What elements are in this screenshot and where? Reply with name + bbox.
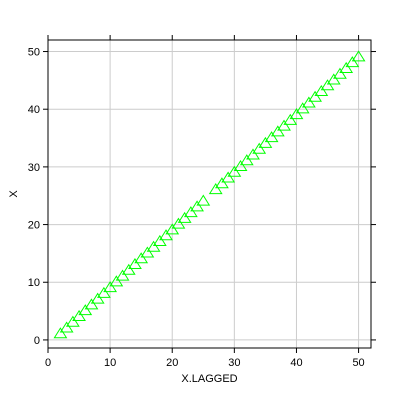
- data-point: [252, 142, 267, 154]
- y-tick-label: 30: [28, 162, 40, 174]
- data-point: [59, 321, 74, 333]
- x-tick-label: 30: [228, 357, 240, 369]
- data-point: [65, 315, 80, 327]
- data-point: [246, 148, 260, 160]
- data-point: [115, 269, 130, 281]
- data-point: [301, 96, 316, 108]
- data-point: [258, 136, 273, 148]
- data-point: [90, 292, 105, 304]
- data-point: [109, 275, 124, 287]
- data-points: [53, 50, 366, 339]
- data-point: [196, 194, 211, 206]
- data-point: [308, 90, 322, 102]
- data-point: [128, 258, 142, 270]
- x-axis-title: X.LAGGED: [181, 373, 237, 385]
- axis-ticks: 0 10 20 30 40 50 0 10 20 30 40 50: [28, 35, 376, 369]
- data-point: [289, 108, 304, 120]
- y-tick-label: 10: [28, 277, 40, 289]
- data-point: [84, 298, 99, 310]
- data-point: [326, 73, 341, 85]
- data-point: [152, 234, 167, 246]
- data-point: [351, 50, 366, 62]
- data-point: [208, 183, 223, 195]
- data-point: [314, 84, 329, 97]
- data-point: [134, 252, 149, 264]
- data-point: [295, 102, 310, 114]
- x-tick-label: 40: [290, 357, 302, 369]
- data-point: [103, 281, 118, 293]
- data-point: [177, 211, 192, 223]
- data-point: [72, 309, 86, 321]
- data-point: [215, 177, 229, 189]
- x-tick-label: 20: [166, 357, 178, 369]
- data-point: [165, 223, 180, 235]
- plot-frame: [47, 39, 372, 349]
- data-point: [146, 240, 161, 252]
- grid-lines: [47, 40, 371, 348]
- data-point: [227, 165, 242, 177]
- data-point: [345, 56, 360, 68]
- data-point: [78, 304, 93, 316]
- data-point: [159, 229, 173, 241]
- y-tick-label: 40: [28, 104, 40, 116]
- data-point: [283, 113, 298, 125]
- data-point: [233, 159, 248, 171]
- data-point: [121, 263, 136, 275]
- data-point: [320, 79, 335, 91]
- y-tick-label: 0: [34, 335, 40, 347]
- data-point: [264, 131, 279, 143]
- data-point: [183, 206, 198, 218]
- data-point: [239, 154, 254, 166]
- data-point: [270, 125, 285, 137]
- x-tick-label: 0: [45, 357, 51, 369]
- data-point: [339, 61, 354, 73]
- y-axis-title: X: [8, 190, 20, 198]
- data-point: [53, 327, 68, 339]
- x-tick-label: 10: [104, 357, 116, 369]
- data-point: [277, 119, 291, 131]
- data-point: [140, 246, 155, 258]
- data-point: [97, 286, 111, 298]
- data-point: [190, 200, 204, 212]
- y-tick-label: 20: [28, 220, 40, 232]
- data-point: [333, 67, 347, 79]
- data-point: [221, 171, 236, 183]
- x-tick-label: 50: [352, 357, 364, 369]
- y-tick-label: 50: [28, 47, 40, 59]
- data-point: [171, 217, 186, 229]
